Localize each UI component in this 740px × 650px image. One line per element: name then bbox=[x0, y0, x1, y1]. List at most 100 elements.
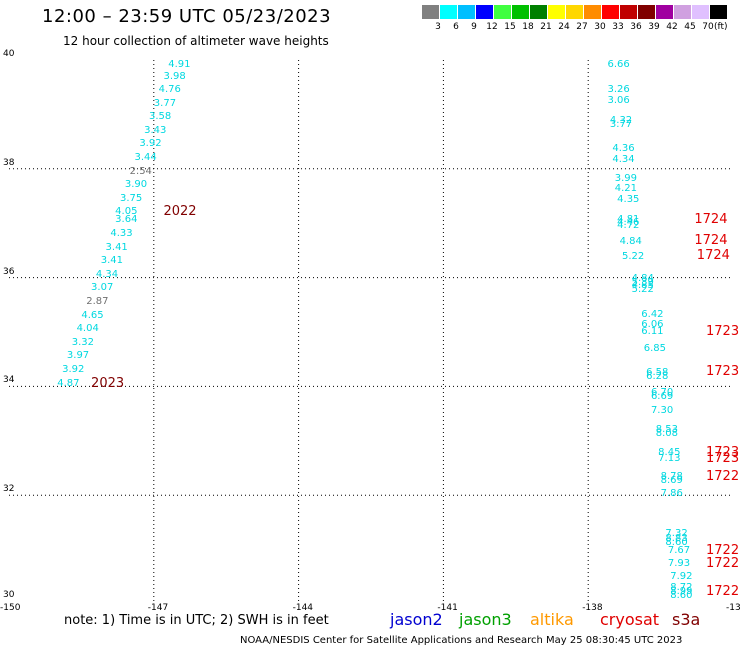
legend-swatch bbox=[422, 5, 439, 19]
lon-tick-label: -138 bbox=[582, 603, 603, 613]
wave-height-label: 8.60 bbox=[670, 589, 693, 601]
wave-height-label: 4.05 bbox=[115, 206, 138, 218]
wave-height-label: 5.22 bbox=[621, 250, 645, 262]
wave-height-label: 7.30 bbox=[650, 404, 674, 416]
wave-height-label: 7.93 bbox=[667, 558, 691, 570]
time-label: 1724 bbox=[694, 211, 728, 227]
lat-tick-label: 32 bbox=[3, 484, 15, 495]
legend-label: 21 bbox=[540, 22, 552, 32]
wave-height-label: 8.72 bbox=[670, 581, 693, 593]
legend-label: 45 bbox=[684, 22, 696, 32]
lon-tick-label: -141 bbox=[437, 603, 458, 613]
legend-swatch bbox=[620, 5, 637, 19]
wave-height-label: 3.77 bbox=[609, 119, 633, 131]
satellite-name-jason2: jason2 bbox=[390, 610, 443, 629]
wave-height-label: 7.13 bbox=[658, 452, 681, 464]
time-label: 1722 bbox=[706, 469, 740, 485]
legend-swatch bbox=[656, 5, 673, 19]
wave-height-label: 5.22 bbox=[631, 283, 654, 295]
time-label: 2023 bbox=[91, 375, 125, 391]
wave-height-label: 4.46 bbox=[617, 217, 640, 229]
wave-height-label: 4.32 bbox=[609, 115, 633, 127]
legend-label: 30 bbox=[594, 22, 606, 32]
legend-label: 70 bbox=[702, 22, 714, 32]
wave-height-label: 3.92 bbox=[62, 364, 85, 376]
wave-height-label: 3.41 bbox=[100, 255, 123, 267]
legend-swatch bbox=[584, 5, 601, 19]
wave-height-label: 3.98 bbox=[163, 71, 186, 83]
lat-tick-label: 34 bbox=[3, 375, 15, 386]
wave-height-label: 3.06 bbox=[607, 94, 630, 106]
wave-height-label: 7.32 bbox=[665, 528, 688, 540]
legend-swatch bbox=[440, 5, 457, 19]
legend-swatch bbox=[710, 5, 727, 19]
wave-height-label: 8.83 bbox=[665, 532, 688, 544]
wave-height-label: 8.60 bbox=[665, 536, 688, 548]
wave-height-label: 8.08 bbox=[655, 427, 679, 439]
wave-height-label: 7.86 bbox=[660, 487, 683, 499]
wave-height-label: 4.72 bbox=[617, 219, 640, 231]
wave-height-label: 4.91 bbox=[168, 59, 191, 71]
wave-height-label: 8.53 bbox=[655, 423, 679, 435]
time-label: 1723 bbox=[706, 363, 740, 379]
wave-height-label: 3.99 bbox=[614, 172, 637, 184]
wave-height-label: 3.75 bbox=[120, 192, 143, 204]
legend-swatch bbox=[512, 5, 529, 19]
legend-swatch bbox=[566, 5, 583, 19]
wave-height-label: 8.99 bbox=[670, 586, 693, 598]
legend-label: 24 bbox=[558, 22, 570, 32]
legend-label: 39 bbox=[648, 22, 660, 32]
wave-height-label: 3.44 bbox=[134, 151, 157, 163]
wave-height-label: 2.54 bbox=[129, 165, 152, 177]
wave-height-label: 4.21 bbox=[614, 182, 637, 194]
wave-height-label: 4.65 bbox=[81, 309, 104, 321]
wave-height-label: 6.11 bbox=[641, 326, 664, 337]
wave-height-label: 6.28 bbox=[646, 370, 669, 382]
legend-swatch bbox=[548, 5, 565, 19]
legend-label: 36 bbox=[630, 22, 642, 32]
wave-height-label: 3.41 bbox=[105, 241, 128, 253]
wave-height-label: 4.33 bbox=[110, 228, 133, 240]
wave-height-label: 3.77 bbox=[153, 97, 177, 109]
wave-height-label: 4.85 bbox=[631, 280, 654, 292]
lat-tick-label: 38 bbox=[3, 157, 15, 168]
wave-height-label: 4.34 bbox=[95, 268, 119, 280]
wave-height-label: 6.66 bbox=[607, 59, 630, 71]
legend-label: 33 bbox=[612, 22, 624, 32]
wave-height-label: 7.67 bbox=[667, 544, 691, 556]
legend-swatch bbox=[494, 5, 511, 19]
legend-swatch bbox=[602, 5, 619, 19]
lon-tick-label: -147 bbox=[147, 603, 169, 613]
wave-height-label: 4.87 bbox=[57, 377, 80, 389]
time-label: 1723 bbox=[706, 324, 740, 339]
time-label: 2022 bbox=[163, 204, 197, 220]
wave-height-label: 3.07 bbox=[91, 282, 114, 294]
legend-swatch bbox=[692, 5, 709, 19]
wave-height-label: 6.58 bbox=[646, 366, 669, 378]
wave-height-label: 4.35 bbox=[617, 194, 640, 206]
wave-height-label: 3.97 bbox=[66, 350, 90, 362]
lon-tick-label: -13 bbox=[726, 603, 740, 613]
wave-height-label: 8.45 bbox=[658, 447, 681, 459]
wave-height-label: 5.39 bbox=[631, 277, 654, 289]
legend-swatch bbox=[638, 5, 655, 19]
wave-height-label: 4.34 bbox=[612, 153, 635, 165]
wave-height-label: 3.64 bbox=[115, 214, 138, 226]
footer-note: note: 1) Time is in UTC; 2) SWH is in fe… bbox=[64, 613, 329, 628]
lon-tick-label: -150 bbox=[0, 603, 21, 613]
lat-tick-label: 40 bbox=[3, 49, 15, 59]
wave-height-label: 6.06 bbox=[641, 318, 664, 330]
wave-height-label: 8.69 bbox=[660, 474, 683, 486]
wave-height-label: 4.84 bbox=[619, 235, 642, 247]
satellite-name-jason3: jason3 bbox=[459, 610, 512, 629]
wave-height-label: 3.32 bbox=[71, 336, 94, 348]
satellite-name-s3a: s3a bbox=[672, 610, 701, 629]
legend-label: 9 bbox=[471, 22, 477, 32]
wave-height-label: 6.70 bbox=[650, 387, 674, 399]
wave-height-label: 4.84 bbox=[631, 272, 654, 284]
satellite-name-altika: altika bbox=[530, 610, 574, 629]
wave-height-label: 4.36 bbox=[612, 142, 635, 154]
legend-swatch bbox=[458, 5, 475, 19]
legend-label: 18 bbox=[522, 22, 534, 32]
